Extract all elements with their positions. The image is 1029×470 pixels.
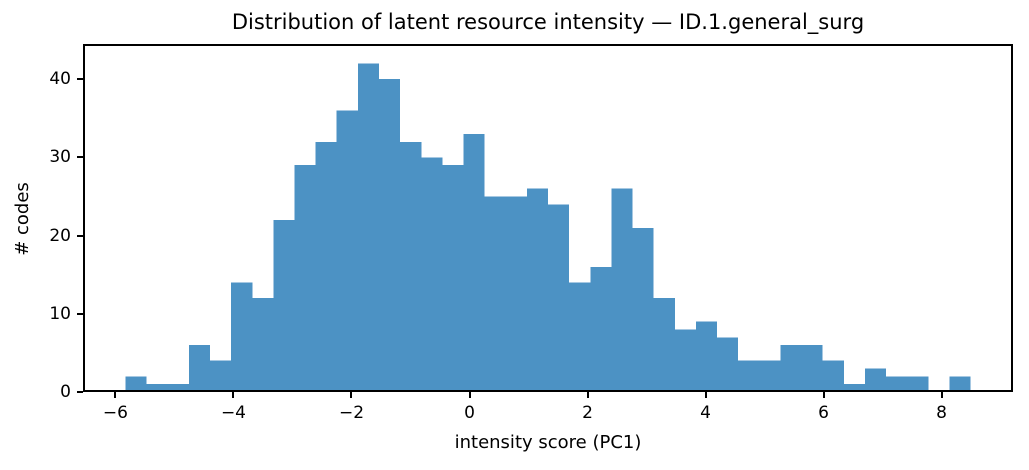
histogram-bar bbox=[548, 204, 570, 392]
histogram-bar bbox=[252, 298, 274, 392]
histogram-bar bbox=[315, 141, 337, 392]
histogram-bar bbox=[442, 165, 464, 392]
histogram-bar bbox=[738, 360, 760, 392]
histogram-bar bbox=[188, 345, 210, 392]
x-tick-mark bbox=[114, 392, 117, 398]
y-tick-mark bbox=[77, 234, 83, 237]
chart-title: Distribution of latent resource intensit… bbox=[231, 10, 865, 34]
histogram-bar bbox=[484, 196, 506, 392]
x-tick-label: 8 bbox=[936, 403, 948, 423]
x-tick-label: 4 bbox=[700, 403, 711, 423]
histogram-bar bbox=[167, 384, 189, 392]
plot-area bbox=[83, 44, 1013, 392]
histogram-bar bbox=[400, 141, 422, 392]
histogram-bar bbox=[843, 384, 865, 392]
x-tick-mark bbox=[586, 392, 589, 398]
histogram-bar bbox=[780, 345, 802, 392]
histogram-bar bbox=[505, 196, 527, 392]
histogram-bar bbox=[717, 337, 739, 392]
histogram-bar bbox=[611, 188, 633, 392]
histogram-bar bbox=[125, 376, 147, 392]
histogram-bar bbox=[421, 157, 443, 392]
histogram-bar bbox=[801, 345, 823, 392]
y-tick-label: 0 bbox=[60, 382, 71, 402]
x-tick-mark bbox=[468, 392, 471, 398]
axes-frame bbox=[83, 44, 1013, 392]
histogram-bar bbox=[146, 384, 168, 392]
histogram-bar bbox=[759, 360, 781, 392]
histogram-bar bbox=[822, 360, 844, 392]
y-tick-mark bbox=[77, 78, 83, 81]
x-tick-label: −2 bbox=[338, 403, 365, 423]
y-tick-mark bbox=[77, 312, 83, 315]
x-tick-label: 0 bbox=[464, 403, 475, 423]
histogram-bars-canvas bbox=[83, 44, 1013, 392]
histogram-bar bbox=[949, 376, 971, 392]
histogram-bar bbox=[864, 368, 887, 392]
x-tick-label: 6 bbox=[818, 403, 829, 423]
x-tick-mark bbox=[350, 392, 353, 398]
histogram-bar bbox=[463, 133, 485, 392]
x-tick-mark bbox=[940, 392, 943, 398]
y-axis-label: # codes bbox=[12, 182, 33, 256]
histogram-bar bbox=[886, 376, 908, 392]
histogram-bar bbox=[357, 63, 379, 392]
histogram-bar bbox=[695, 321, 718, 392]
histogram-bar bbox=[526, 188, 548, 392]
y-tick-label: 40 bbox=[49, 69, 71, 90]
x-tick-mark bbox=[822, 392, 825, 398]
y-tick-mark bbox=[77, 156, 83, 159]
x-axis-label: intensity score (PC1) bbox=[454, 432, 642, 453]
histogram-bar bbox=[632, 227, 654, 392]
histogram-bar bbox=[653, 298, 675, 392]
histogram-bar bbox=[294, 165, 316, 392]
x-tick-mark bbox=[232, 392, 235, 398]
histogram-bar bbox=[378, 79, 401, 392]
histogram-bar bbox=[674, 329, 696, 392]
x-tick-mark bbox=[704, 392, 707, 398]
y-tick-label: 20 bbox=[49, 225, 71, 246]
y-tick-mark bbox=[77, 391, 83, 393]
x-tick-label: 2 bbox=[582, 403, 593, 423]
histogram-bar bbox=[907, 376, 929, 392]
x-tick-label: −6 bbox=[102, 403, 128, 423]
histogram-bar bbox=[590, 266, 612, 392]
histogram-bar bbox=[273, 219, 295, 392]
histogram-bar bbox=[569, 282, 591, 392]
histogram-bar bbox=[209, 360, 232, 392]
histogram-bar bbox=[336, 110, 358, 392]
histogram-bar bbox=[231, 282, 253, 392]
y-tick-label: 10 bbox=[49, 303, 71, 324]
y-tick-label: 30 bbox=[49, 147, 71, 168]
x-tick-label: −4 bbox=[220, 403, 246, 423]
